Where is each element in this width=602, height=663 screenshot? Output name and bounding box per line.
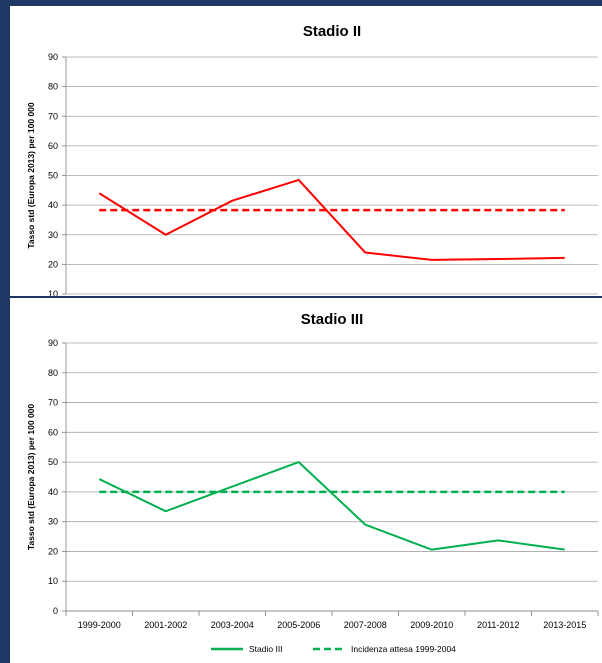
x-tick-label: 2007-2008 <box>344 620 387 630</box>
y-tick-label: 40 <box>48 487 58 497</box>
y-tick-label: 20 <box>48 546 58 556</box>
chart-title: Stadio III <box>301 311 364 328</box>
x-tick-label: 2013-2015 <box>543 620 586 630</box>
y-tick-label: 70 <box>48 398 58 408</box>
chart-panel-stadio-3: Stadio III Tasso std (Europa 2013) per 10… <box>10 298 602 663</box>
chart-stadio-3: Stadio III Tasso std (Europa 2013) per 10… <box>26 311 599 654</box>
x-tick-label: 2003-2004 <box>211 620 254 630</box>
legend-label: Incidenza attesa 1999-2004 <box>351 644 456 654</box>
y-tick-label: 60 <box>48 427 58 437</box>
x-tick-label: 2001-2002 <box>144 620 187 630</box>
y-tick-label: 60 <box>48 141 58 151</box>
series-line-observed <box>98 461 565 551</box>
y-tick-label: 80 <box>48 82 58 92</box>
y-tick-label: 50 <box>48 171 58 181</box>
chart-panel-stadio-2: Stadio II Tasso std (Europa 2013) per 100… <box>10 6 602 296</box>
y-axis-label: Tasso std (Europa 2013) per 100 000 <box>26 404 36 551</box>
y-tick-label: 90 <box>48 52 58 62</box>
y-tick-label: 40 <box>48 200 58 210</box>
y-axis-label: Tasso std (Europa 2013) per 100 000 <box>26 102 36 249</box>
x-tick-label: 1999-2000 <box>78 620 121 630</box>
y-tick-label: 30 <box>48 230 58 240</box>
y-tick-label: 20 <box>48 259 58 269</box>
y-tick-label: 50 <box>48 457 58 467</box>
y-tick-label: 90 <box>48 338 58 348</box>
y-tick-label: 10 <box>48 289 58 296</box>
y-tick-label: 10 <box>48 576 58 586</box>
y-tick-label: 30 <box>48 517 58 527</box>
y-tick-label: 0 <box>53 606 58 616</box>
chart-stadio-2: Stadio II Tasso std (Europa 2013) per 100… <box>26 23 598 296</box>
y-tick-label: 80 <box>48 368 58 378</box>
chart-title: Stadio II <box>303 23 361 40</box>
legend-label: Stadio III <box>249 644 283 654</box>
x-tick-label: 2009-2010 <box>410 620 453 630</box>
series-line-observed <box>98 178 565 261</box>
x-tick-label: 2005-2006 <box>277 620 320 630</box>
y-tick-label: 70 <box>48 111 58 121</box>
x-tick-label: 2011-2012 <box>477 620 519 630</box>
